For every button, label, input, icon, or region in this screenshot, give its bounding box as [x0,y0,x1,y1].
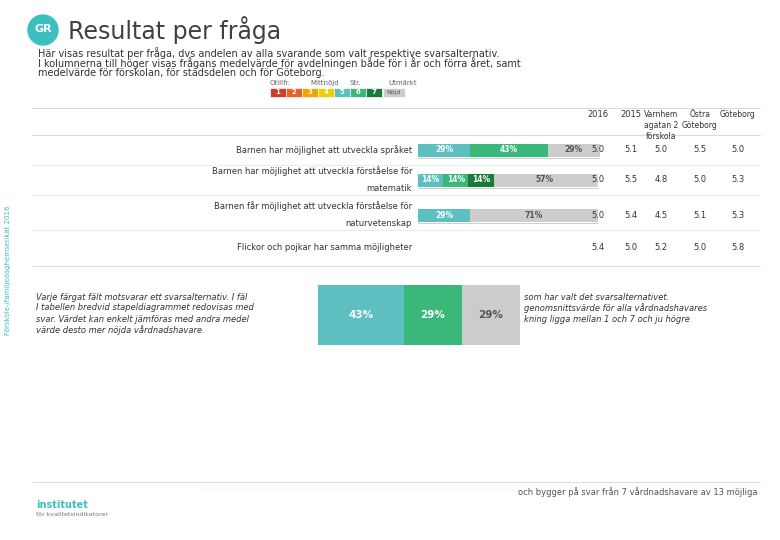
Text: Flickor och pojkar har samma möjligheter: Flickor och pojkar har samma möjligheter [237,242,412,252]
Text: 5.1: 5.1 [693,211,707,219]
Bar [443,173,469,186]
Text: 5.5: 5.5 [693,145,707,154]
Bar [418,173,443,186]
Bar [404,285,462,345]
Text: som har valt det svarsalternativet.: som har valt det svarsalternativet. [524,293,669,301]
Text: genomsnittsvärde för alla vårdnadshavares: genomsnittsvärde för alla vårdnadshavare… [524,303,707,313]
Bar [318,285,518,345]
Text: och bygger på svar från 7 vårdnadshavare av 13 möjliga: och bygger på svar från 7 vårdnadshavare… [519,487,758,497]
Text: Utmärkt: Utmärkt [388,80,417,86]
Text: naturvetenskap: naturvetenskap [346,219,412,228]
Text: 4.5: 4.5 [654,211,668,219]
Text: 29%: 29% [435,211,453,219]
Text: Otillfr.: Otillfr. [270,80,291,86]
Bar [469,173,494,186]
Text: värde desto mer nöjda vårdnadshavare.: värde desto mer nöjda vårdnadshavare. [36,325,204,335]
Text: svar. Värdet kan enkelt jämföras med andra medel: svar. Värdet kan enkelt jämföras med and… [36,314,249,323]
Text: Mittnöjd: Mittnöjd [310,80,339,86]
Text: Barnen har möjlighet att utveckla förståelse för: Barnen har möjlighet att utveckla förstå… [211,166,412,176]
Circle shape [28,15,58,45]
Text: institutet: institutet [36,500,88,510]
Text: 5.0: 5.0 [591,211,604,219]
Text: 71%: 71% [525,211,543,219]
Bar [383,88,405,97]
Text: Varnhem
agatan 2
förskola: Varnhem agatan 2 förskola [644,110,678,141]
Bar [548,144,600,157]
Bar [418,173,598,186]
Text: 5.0: 5.0 [693,242,707,252]
Text: Förskole-/familjedaghemsenkät 2016: Förskole-/familjedaghemsenkät 2016 [5,205,11,335]
Text: 29%: 29% [420,310,445,320]
Bar [418,144,470,157]
Bar [418,208,470,221]
Text: 4: 4 [324,90,328,96]
Text: 6: 6 [356,90,360,96]
Text: 5.4: 5.4 [625,211,637,219]
Text: 5.3: 5.3 [732,211,745,219]
Text: 29%: 29% [479,310,503,320]
Bar [350,88,366,97]
Text: Str.: Str. [350,80,362,86]
Text: Östra
Göteborg: Östra Göteborg [682,110,718,130]
Text: 29%: 29% [565,145,583,154]
Bar [462,285,520,345]
Text: 14%: 14% [421,176,440,185]
Text: 14%: 14% [447,176,465,185]
Text: 5.0: 5.0 [591,145,604,154]
Text: för kvalitetsindikatorer: för kvalitetsindikatorer [36,512,108,517]
Text: 5.1: 5.1 [625,145,637,154]
Text: 1: 1 [275,90,281,96]
Text: 7: 7 [371,90,377,96]
Text: Göteborg: Göteborg [720,110,756,119]
Text: 29%: 29% [435,145,453,154]
Text: 3: 3 [307,90,313,96]
Text: 5.2: 5.2 [654,242,668,252]
Text: 43%: 43% [349,310,374,320]
Text: 5.0: 5.0 [625,242,637,252]
Text: 5.0: 5.0 [732,145,745,154]
Text: 5.3: 5.3 [732,176,745,185]
Bar [418,208,598,221]
Text: Resultat per fråga: Resultat per fråga [68,16,281,44]
Text: 5: 5 [339,90,345,96]
Text: Varje färgat fält motsvarar ett svarsalternativ. I fäl: Varje färgat fält motsvarar ett svarsalt… [36,293,247,301]
Text: 5.0: 5.0 [591,176,604,185]
Text: Barnen har möjlighet att utveckla språket: Barnen har möjlighet att utveckla språke… [236,145,412,155]
Text: I kolumnerna till höger visas frågans medelvärde för avdelningen både för i år o: I kolumnerna till höger visas frågans me… [38,57,521,69]
Text: matematik: matematik [367,184,412,193]
Text: 5.5: 5.5 [625,176,637,185]
Bar [494,173,596,186]
Text: 5.0: 5.0 [693,176,707,185]
Bar [270,88,285,97]
Text: Barnen får möjlighet att utveckla förståelse för: Barnen får möjlighet att utveckla förstå… [214,201,412,211]
Text: 2016: 2016 [587,110,608,119]
Text: 2015: 2015 [621,110,641,119]
Bar [286,88,302,97]
Text: Här visas resultat per fråga, dvs andelen av alla svarande som valt respektive s: Här visas resultat per fråga, dvs andele… [38,47,499,59]
Text: 57%: 57% [536,176,554,185]
Text: medelvärde för förskolan, för stadsdelen och för Göteborg.: medelvärde för förskolan, för stadsdelen… [38,68,324,78]
Text: Nöjd: Nöjd [387,90,401,95]
Text: I tabellen bredvid stapeldiagrammet redovisas med: I tabellen bredvid stapeldiagrammet redo… [36,303,254,313]
Bar [470,144,548,157]
Circle shape [32,19,54,41]
Text: 43%: 43% [500,145,518,154]
Text: kning ligga mellan 1 och 7 och ju högre: kning ligga mellan 1 och 7 och ju högre [524,314,690,323]
Bar [318,88,334,97]
Bar [302,88,317,97]
Text: 4.8: 4.8 [654,176,668,185]
Text: 2: 2 [292,90,296,96]
Bar [418,144,598,157]
Bar [470,208,598,221]
Bar [318,285,404,345]
Text: 5.0: 5.0 [654,145,668,154]
Text: 5.8: 5.8 [732,242,745,252]
Bar [366,88,381,97]
Text: 14%: 14% [472,176,490,185]
Text: GR: GR [34,24,51,34]
Text: 5.4: 5.4 [591,242,604,252]
Bar [334,88,349,97]
